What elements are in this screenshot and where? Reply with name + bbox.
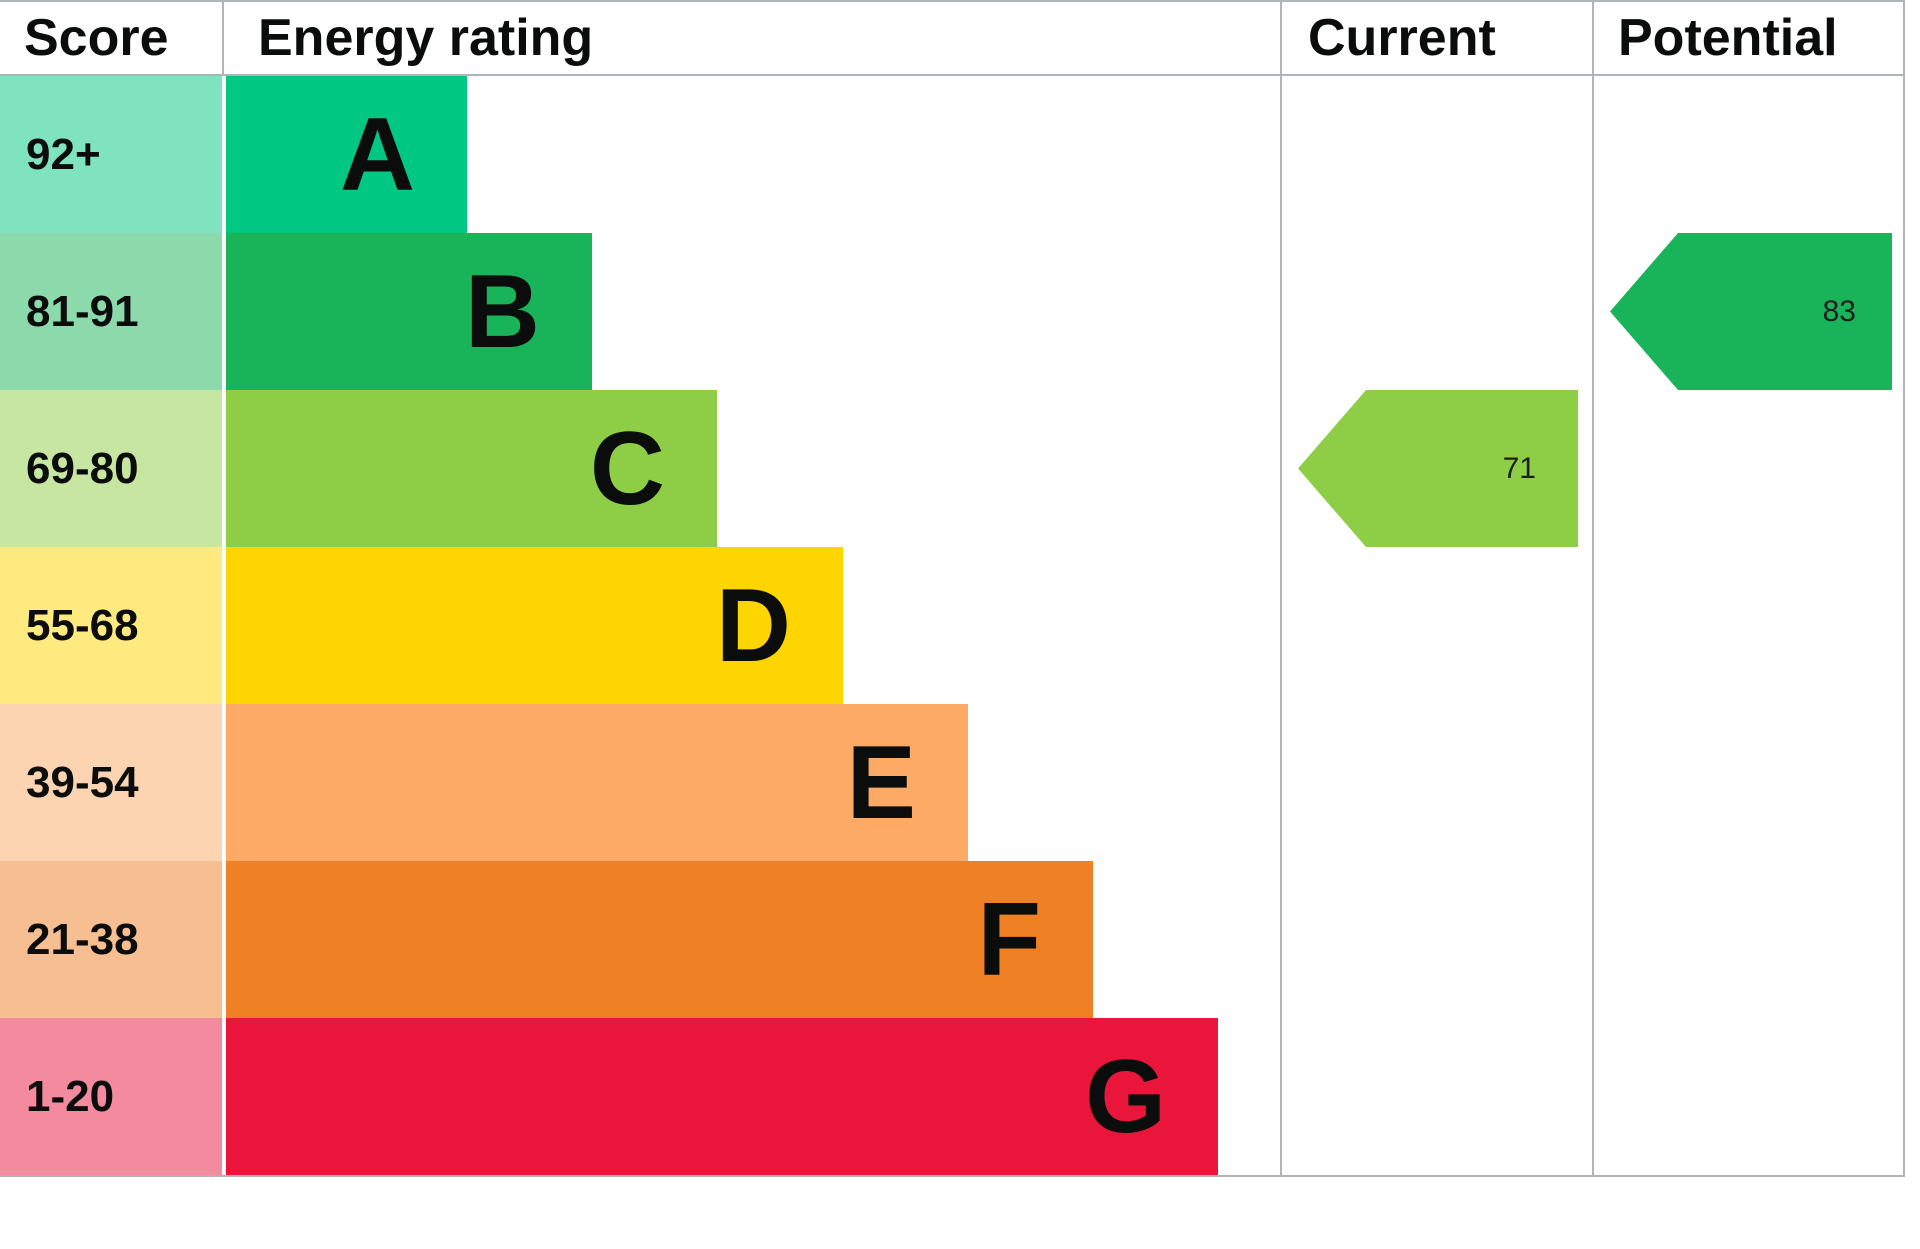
score-column-divider bbox=[222, 0, 224, 76]
band-letter-f: F bbox=[977, 881, 1041, 998]
band-score-b: 81-91 bbox=[0, 233, 222, 390]
current-column-header: Current bbox=[1308, 9, 1496, 67]
top-border bbox=[0, 0, 1905, 2]
band-row-d: 55-68 D bbox=[0, 547, 1920, 704]
band-score-e: 39-54 bbox=[0, 704, 222, 861]
band-row-f: 21-38 F bbox=[0, 861, 1920, 1018]
band-score-a: 92+ bbox=[0, 76, 222, 233]
band-bar-a: A bbox=[226, 76, 467, 233]
band-bar-g: G bbox=[226, 1018, 1218, 1175]
potential-column-header: Potential bbox=[1618, 9, 1838, 67]
potential-rating-value: 83 bbox=[1822, 294, 1856, 328]
right-border bbox=[1903, 0, 1905, 1177]
band-bar-d: D bbox=[226, 547, 843, 704]
band-bar-f: F bbox=[226, 861, 1093, 1018]
current-rating-arrow: 71 bbox=[1298, 390, 1578, 547]
current-column-divider bbox=[1280, 0, 1282, 1177]
header-divider bbox=[0, 74, 1905, 76]
energy-rating-column-header: Energy rating bbox=[258, 9, 594, 67]
score-column-header: Score bbox=[24, 9, 169, 67]
band-letter-a: A bbox=[339, 96, 415, 213]
band-letter-b: B bbox=[464, 253, 540, 370]
current-rating-value: 71 bbox=[1502, 451, 1536, 485]
band-letter-e: E bbox=[846, 724, 916, 841]
potential-rating-arrow: 83 bbox=[1610, 233, 1892, 390]
band-bar-b: B bbox=[226, 233, 592, 390]
band-letter-c: C bbox=[589, 410, 665, 527]
band-score-f: 21-38 bbox=[0, 861, 222, 1018]
band-score-d: 55-68 bbox=[0, 547, 222, 704]
band-row-e: 39-54 E bbox=[0, 704, 1920, 861]
band-bar-e: E bbox=[226, 704, 968, 861]
band-score-g: 1-20 bbox=[0, 1018, 222, 1175]
potential-column-divider bbox=[1592, 0, 1594, 1177]
band-bar-c: C bbox=[226, 390, 717, 547]
band-row-a: 92+ A bbox=[0, 76, 1920, 233]
band-row-c: 69-80 C bbox=[0, 390, 1920, 547]
band-row-g: 1-20 G bbox=[0, 1018, 1920, 1175]
band-score-c: 69-80 bbox=[0, 390, 222, 547]
band-letter-d: D bbox=[715, 567, 791, 684]
band-letter-g: G bbox=[1085, 1038, 1166, 1155]
band-row-b: 81-91 B bbox=[0, 233, 1920, 390]
bottom-border bbox=[0, 1175, 1905, 1177]
